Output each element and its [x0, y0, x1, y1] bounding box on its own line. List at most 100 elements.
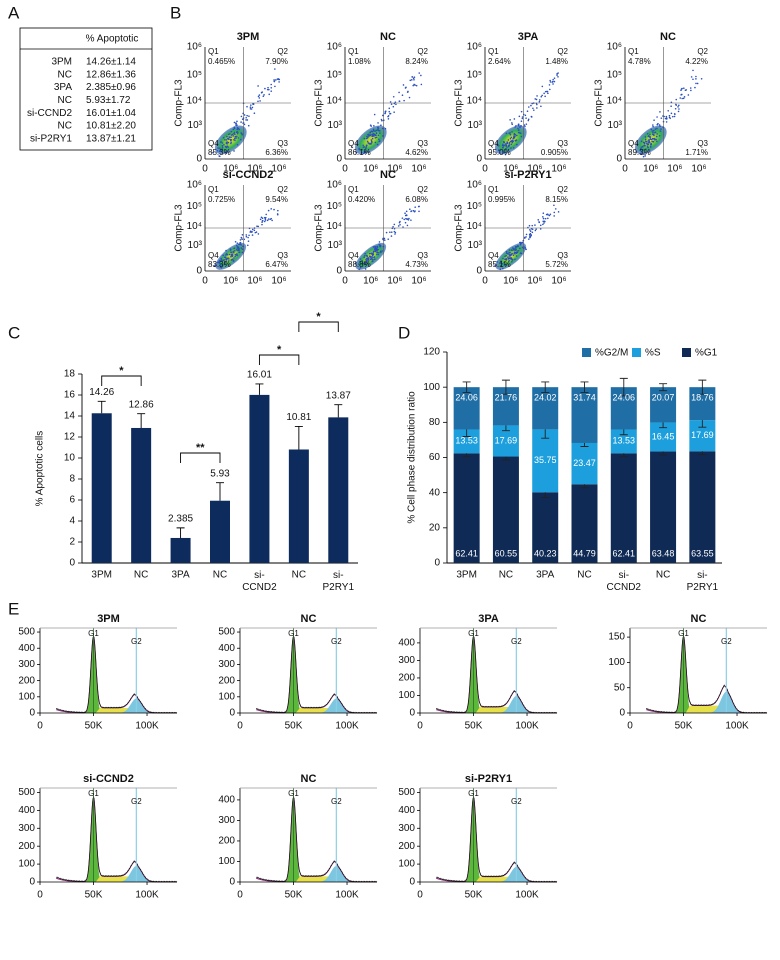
- event-dot: [695, 82, 697, 85]
- quadrant-label: Q2: [417, 47, 428, 56]
- quadrant-label: Q3: [277, 251, 288, 260]
- histogram-component: [436, 707, 557, 713]
- event-dot: [511, 252, 513, 255]
- x-tick-label: 10⁶: [223, 164, 238, 175]
- y-axis-label: Comp-FL3: [454, 204, 465, 252]
- quadrant-value: 8.15%: [545, 195, 568, 204]
- event-dot: [390, 103, 393, 105]
- x-tick-label: 100K: [135, 721, 159, 732]
- event-dot: [372, 129, 375, 132]
- event-dot: [404, 221, 407, 224]
- event-dot: [221, 264, 224, 267]
- y-tick-label: 0: [616, 154, 622, 165]
- event-dot: [366, 262, 369, 265]
- event-dot: [216, 149, 219, 152]
- event-dot: [675, 104, 678, 106]
- segment-label: 21.76: [495, 393, 518, 403]
- event-dot: [368, 151, 370, 153]
- bar-segment: [532, 387, 559, 430]
- event-dot: [376, 251, 378, 254]
- y-tick-label: 100: [18, 691, 35, 702]
- event-dot: [378, 138, 380, 141]
- event-dot: [230, 136, 232, 139]
- x-tick-label: 10⁶: [223, 276, 238, 287]
- bar-segment: [650, 451, 677, 563]
- event-dot: [668, 114, 671, 117]
- quadrant-value: 1.71%: [685, 148, 708, 157]
- event-dot: [267, 218, 270, 220]
- quadrant-label: Q1: [208, 185, 219, 194]
- event-dot: [556, 74, 558, 76]
- event-dot: [531, 228, 534, 231]
- quadrant-label: Q1: [348, 185, 359, 194]
- table-cell: 2.385±0.96: [86, 82, 136, 93]
- event-dot: [669, 117, 671, 120]
- event-dot: [222, 259, 225, 261]
- bar-segment: [689, 451, 716, 563]
- event-dot: [692, 78, 694, 81]
- event-dot: [227, 257, 230, 259]
- event-dot: [405, 210, 408, 213]
- event-dot: [372, 252, 375, 254]
- event-dot: [652, 131, 654, 134]
- event-dot: [384, 127, 387, 130]
- event-dot: [683, 87, 685, 89]
- event-dot: [523, 236, 526, 239]
- event-dot: [359, 266, 362, 269]
- y-tick-label: 0: [619, 708, 625, 719]
- quadrant-value: 4.62%: [405, 148, 428, 157]
- event-dot: [250, 108, 253, 110]
- histogram-fit: [255, 634, 377, 714]
- bar: [249, 394, 270, 563]
- y-tick-label: 300: [218, 815, 235, 826]
- event-dot: [512, 147, 515, 149]
- quadrant-value: 1.48%: [545, 57, 568, 66]
- event-dot: [393, 230, 396, 233]
- x-tick-label: 100K: [135, 890, 159, 901]
- event-dot: [230, 139, 233, 141]
- event-dot: [234, 139, 236, 141]
- event-dot: [371, 256, 373, 258]
- event-dot: [538, 99, 541, 101]
- event-dot: [536, 95, 538, 97]
- event-dot: [379, 244, 382, 247]
- event-dot: [373, 125, 375, 127]
- peak-label: G2: [331, 637, 342, 646]
- event-dot: [222, 137, 225, 139]
- event-dot: [278, 78, 281, 81]
- y-tick-label: 300: [18, 659, 35, 670]
- plot-title: 3PA: [478, 613, 499, 625]
- event-dot: [394, 101, 397, 103]
- event-dot: [366, 140, 369, 143]
- event-dot: [270, 86, 273, 89]
- event-dot: [525, 233, 528, 236]
- event-dot: [506, 146, 508, 148]
- quadrant-label: Q2: [417, 185, 428, 194]
- plot-title: NC: [380, 169, 396, 181]
- event-dot: [246, 244, 249, 247]
- event-dot: [537, 219, 540, 221]
- event-dot: [364, 252, 366, 255]
- event-dot: [643, 142, 646, 144]
- significance-label: **: [196, 442, 205, 454]
- peak-label: G2: [331, 797, 342, 806]
- bar-segment: [610, 453, 637, 563]
- event-dot: [524, 247, 527, 249]
- quadrant-value: 4.22%: [685, 57, 708, 66]
- event-dot: [241, 233, 244, 236]
- quadrant-value: 0.420%: [348, 195, 375, 204]
- quadrant-value: 86.1%: [348, 148, 371, 157]
- event-dot: [502, 151, 505, 154]
- event-dot: [235, 244, 238, 247]
- event-dot: [214, 264, 216, 267]
- error-bar: [216, 482, 224, 501]
- event-dot: [261, 221, 263, 223]
- histogram-component: [56, 876, 177, 882]
- event-dot: [680, 89, 682, 92]
- table-cell: NC: [58, 69, 72, 80]
- event-dot: [374, 134, 377, 136]
- significance-label: *: [119, 365, 124, 377]
- bar: [170, 537, 191, 563]
- event-dot: [273, 79, 275, 81]
- event-dot: [261, 223, 263, 226]
